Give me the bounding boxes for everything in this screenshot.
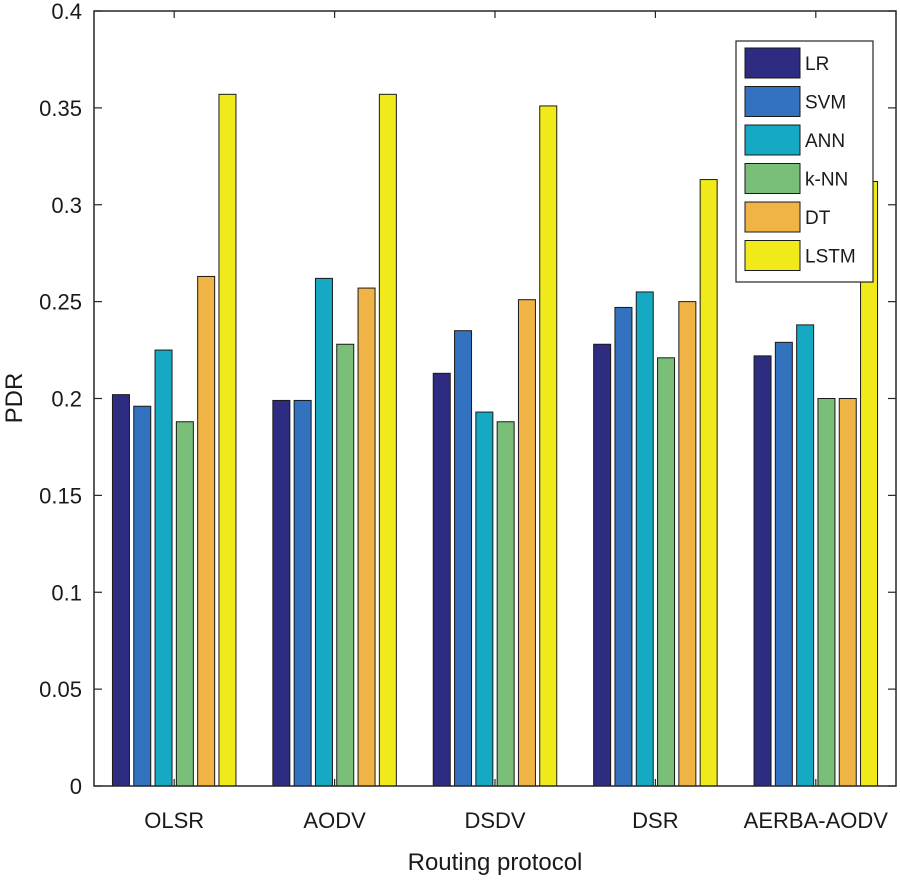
- legend-label-lr: LR: [805, 54, 829, 75]
- bar-dt-olsr: [197, 275, 216, 787]
- x-axis-title: Routing protocol: [408, 849, 583, 876]
- bar-ann-aodv: [314, 277, 333, 787]
- bar-k-nn-dsr: [657, 357, 676, 787]
- ticks-layer: OLSR AODV DSDV DSR AERBA-AODV 0 0.05 0.1 0.15 0.2…: [39, 0, 896, 833]
- bar-lstm-aodv: [378, 93, 397, 787]
- bar-dt-dsr: [678, 301, 697, 787]
- bar-ann-aerba-aodv: [796, 324, 815, 787]
- bar-k-nn-aodv: [336, 343, 355, 787]
- bar-ann-dsr: [635, 291, 654, 787]
- legend-label-svm: SVM: [805, 93, 846, 114]
- y-tick-label: 0.25: [39, 290, 82, 315]
- bar-svm-dsdv: [454, 330, 473, 787]
- x-tick-label: OLSR: [144, 808, 204, 833]
- bar-svm-aerba-aodv: [774, 341, 793, 787]
- x-tick-label: AERBA-AODV: [744, 808, 889, 833]
- legend-label-lstm: LSTM: [805, 247, 856, 268]
- bar-ann-olsr: [154, 349, 173, 787]
- legend-label-ann: ANN: [805, 131, 845, 152]
- y-tick-label: 0.2: [51, 387, 82, 412]
- bar-k-nn-olsr: [175, 421, 194, 787]
- bar-svm-aodv: [293, 399, 312, 787]
- bar-dt-aerba-aodv: [838, 398, 857, 787]
- x-tick-label: AODV: [303, 808, 366, 833]
- legend-swatch-dt: [744, 201, 801, 233]
- y-tick-label: 0: [70, 774, 82, 799]
- legend-swatch-lstm: [744, 240, 801, 271]
- x-tick-label: DSR: [632, 808, 678, 833]
- y-tick-label: 0.4: [51, 0, 82, 24]
- bar-k-nn-aerba-aodv: [817, 398, 836, 787]
- bars-layer: [111, 93, 879, 787]
- y-tick-label: 0.05: [39, 677, 82, 702]
- bar-k-nn-dsdv: [496, 421, 515, 787]
- legend-label-dt: DT: [805, 208, 831, 229]
- bar-lstm-dsdv: [539, 105, 558, 787]
- bar-lstm-dsr: [699, 179, 718, 787]
- y-tick-label: 0.3: [51, 193, 82, 218]
- y-tick-label: 0.1: [51, 580, 82, 605]
- bar-lr-aodv: [272, 399, 291, 787]
- legend-swatch-k-nn: [744, 163, 801, 194]
- bar-svm-dsr: [614, 306, 633, 787]
- bar-lr-olsr: [111, 394, 130, 787]
- legend-swatch-lr: [744, 47, 801, 79]
- legend-swatch-svm: [744, 86, 801, 117]
- legend-label-k-nn: k-NN: [805, 170, 848, 191]
- bar-lr-aerba-aodv: [753, 355, 772, 787]
- bar-ann-dsdv: [475, 411, 494, 787]
- bar-lr-dsdv: [432, 372, 451, 787]
- x-tick-label: DSDV: [464, 808, 525, 833]
- bar-dt-aodv: [357, 287, 376, 787]
- bar-lstm-olsr: [218, 93, 237, 787]
- y-axis-title: PDR: [1, 373, 28, 424]
- legend-swatch-ann: [744, 124, 801, 156]
- y-tick-label: 0.15: [39, 483, 82, 508]
- bar-lr-dsr: [593, 343, 612, 787]
- bar-svm-olsr: [133, 405, 152, 787]
- legend: LR SVM ANN k-NN DT LSTM: [735, 40, 874, 283]
- bar-dt-dsdv: [517, 299, 536, 787]
- y-tick-label: 0.35: [39, 96, 82, 121]
